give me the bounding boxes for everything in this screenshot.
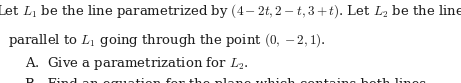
Text: parallel to $L_1$ going through the point $(0, -2, 1)$.: parallel to $L_1$ going through the poin…: [8, 32, 326, 49]
Text: B.  Find an equation for the plane which contains both lines.: B. Find an equation for the plane which …: [25, 78, 431, 83]
Text: Let $L_1$ be the line parametrized by $(4-2t, 2-t, 3+t)$. Let $L_2$ be the line: Let $L_1$ be the line parametrized by $(…: [0, 2, 461, 20]
Text: A.  Give a parametrization for $L_2$.: A. Give a parametrization for $L_2$.: [25, 55, 249, 72]
